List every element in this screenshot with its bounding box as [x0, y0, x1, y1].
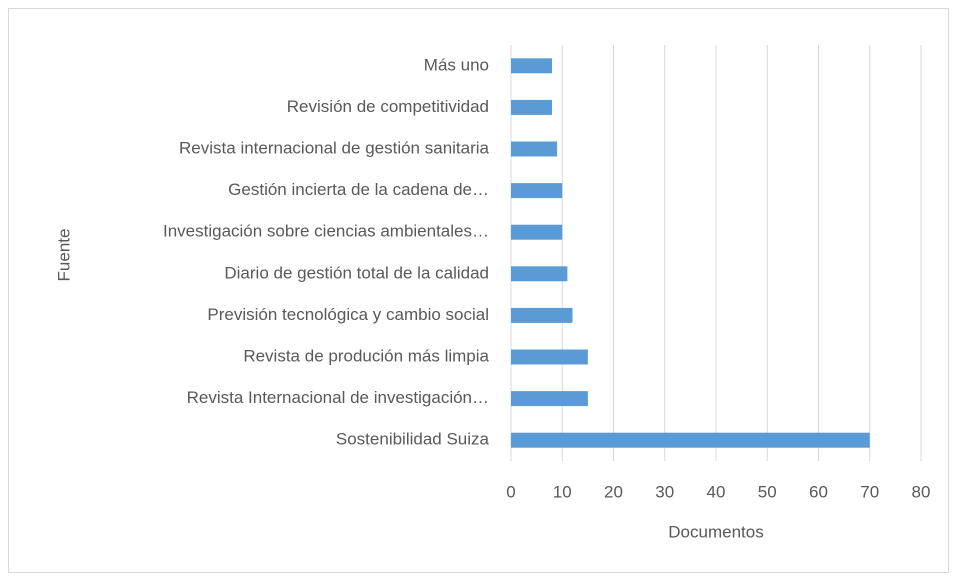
y-tick-label: Sostenibilidad Suiza	[336, 430, 490, 449]
bar	[511, 391, 588, 407]
y-tick-label: Revisión de competitividad	[287, 97, 489, 116]
x-tick-label: 40	[707, 482, 726, 501]
y-tick-label: Previsión tecnológica y cambio social	[207, 305, 489, 324]
x-tick-label: 60	[809, 482, 828, 501]
x-tick-label: 20	[604, 482, 623, 501]
y-tick-label: Investigación sobre ciencias ambientales…	[163, 222, 489, 241]
bar	[511, 349, 588, 365]
bar	[511, 432, 870, 448]
bar	[511, 99, 552, 115]
bar	[511, 307, 573, 323]
y-tick-label: Revista Internacional de investigación…	[187, 388, 489, 407]
chart-border	[8, 8, 949, 573]
bar	[511, 58, 552, 74]
bar	[511, 141, 558, 157]
x-tick-label: 80	[912, 482, 931, 501]
y-tick-label: Revista internacional de gestión sanitar…	[179, 138, 490, 157]
x-tick-label: 70	[860, 482, 879, 501]
x-tick-label: 30	[655, 482, 674, 501]
bar	[511, 224, 563, 240]
bar	[511, 266, 568, 282]
x-axis-label: Documentos	[668, 522, 763, 541]
y-tick-label: Revista de produción más limpia	[243, 346, 489, 365]
y-axis-label: Fuente	[54, 229, 73, 282]
bar	[511, 183, 563, 199]
y-tick-label: Más uno	[424, 55, 489, 74]
y-tick-label: Gestión incierta de la cadena de…	[228, 180, 489, 199]
x-tick-label: 0	[506, 482, 515, 501]
x-tick-label: 10	[553, 482, 572, 501]
y-tick-label: Diario de gestión total de la calidad	[224, 263, 489, 282]
x-tick-label: 50	[758, 482, 777, 501]
